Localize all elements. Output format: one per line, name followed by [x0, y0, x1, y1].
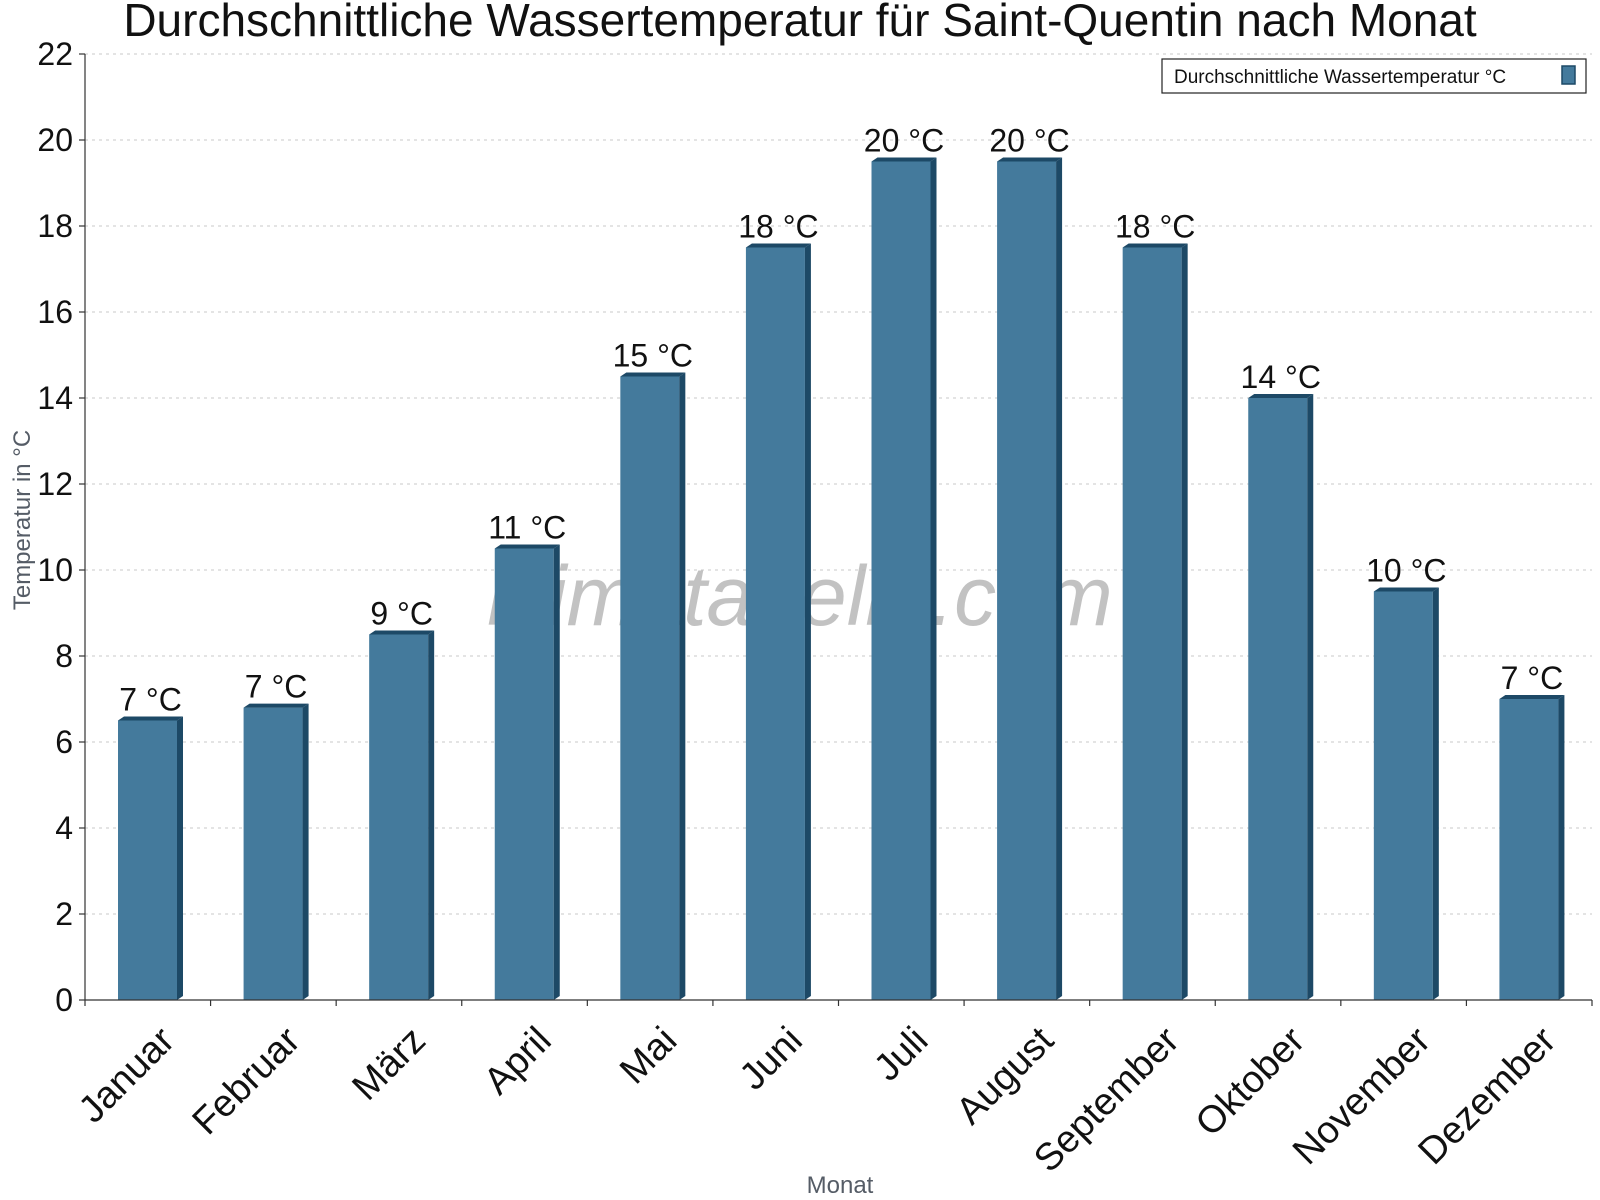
legend: Durchschnittliche Wassertemperatur °C [1161, 58, 1587, 94]
chart-title: Durchschnittliche Wassertemperatur für S… [123, 0, 1477, 46]
y-tick-label: 20 [37, 122, 73, 158]
bar-top [997, 157, 1063, 162]
y-tick-label: 18 [37, 208, 73, 244]
legend-box [1161, 58, 1587, 94]
bar-top [1373, 587, 1439, 592]
y-tick-label: 16 [37, 294, 73, 330]
bar-side [1056, 157, 1063, 1000]
y-tick-label: 8 [55, 638, 73, 674]
x-tick-label: Mai [612, 1019, 685, 1092]
y-tick-label: 22 [37, 36, 73, 72]
x-tick-label: Februar [185, 1019, 309, 1143]
bar-top [494, 544, 560, 549]
x-tick-label: Juni [732, 1019, 811, 1098]
data-label: 20 °C [864, 123, 944, 159]
x-tick-label: April [476, 1019, 559, 1102]
bar [118, 720, 177, 1000]
bar-top [369, 630, 435, 635]
data-label: 14 °C [1241, 359, 1321, 395]
bar-top [118, 716, 183, 721]
bar [1122, 247, 1182, 1000]
x-axis-title: Monat [807, 1172, 874, 1199]
bar [745, 247, 805, 1000]
bar-side [553, 544, 560, 1000]
data-label: 18 °C [1115, 209, 1195, 245]
legend-label: Durchschnittliche Wassertemperatur °C [1174, 67, 1506, 88]
y-tick-label: 0 [55, 982, 73, 1018]
y-tick-label: 2 [55, 896, 73, 932]
bar [1248, 398, 1308, 1000]
bar-side [1432, 587, 1439, 1000]
bar-side [177, 716, 183, 1000]
legend-swatch [1561, 65, 1576, 85]
data-label: 7 °C [245, 669, 308, 705]
bar-side [428, 630, 435, 1000]
bar [369, 634, 429, 1000]
x-tick-label: Juli [866, 1019, 936, 1089]
bar [871, 161, 931, 1000]
data-label: 10 °C [1366, 553, 1446, 589]
bars: 7 °C 7 °C 9 °C 11 °C 15 °C 18 °C 20 °C 20 °C 18 … [118, 123, 1565, 1000]
gridlines [85, 53, 1592, 915]
y-axis-title: Temperatur in °C [9, 430, 36, 610]
bar-side [1181, 243, 1188, 1000]
bar-top [243, 703, 309, 708]
bar-side [1558, 695, 1565, 1000]
data-label: 7 °C [119, 682, 182, 718]
bar-side [1307, 394, 1314, 1000]
y-tick-label: 14 [37, 380, 73, 416]
x-tick-label: Oktober [1188, 1019, 1314, 1145]
y-tick-label: 10 [37, 552, 73, 588]
bar-top [1248, 394, 1314, 398]
bar [997, 161, 1057, 1000]
x-tick-label: August [949, 1019, 1063, 1133]
y-tick-label: 12 [37, 466, 73, 502]
x-tick-label: Januar [71, 1019, 183, 1131]
data-label: 18 °C [738, 209, 818, 245]
bar [1373, 591, 1433, 1000]
bar-side [804, 243, 811, 1000]
bar-top [871, 157, 937, 162]
y-tick-label: 4 [55, 810, 73, 846]
data-label: 15 °C [613, 338, 693, 374]
bar-top [1122, 243, 1188, 248]
bar-side [302, 703, 309, 1000]
data-label: 11 °C [488, 510, 566, 546]
bar-side [679, 372, 686, 1000]
bar-top [745, 243, 811, 248]
data-label: 9 °C [370, 596, 433, 632]
bar-top [620, 372, 686, 377]
data-label: 7 °C [1501, 660, 1564, 696]
bar [620, 376, 680, 1000]
data-label: 20 °C [989, 123, 1069, 159]
y-tick-label: 6 [55, 724, 73, 760]
bar-top [1499, 695, 1565, 699]
bar [494, 548, 554, 1000]
bar [243, 707, 303, 1000]
bar-side [930, 157, 937, 1000]
x-tick-label: Dezember [1411, 1019, 1565, 1173]
x-tick-label: März [345, 1019, 434, 1108]
bar [1499, 699, 1559, 1000]
